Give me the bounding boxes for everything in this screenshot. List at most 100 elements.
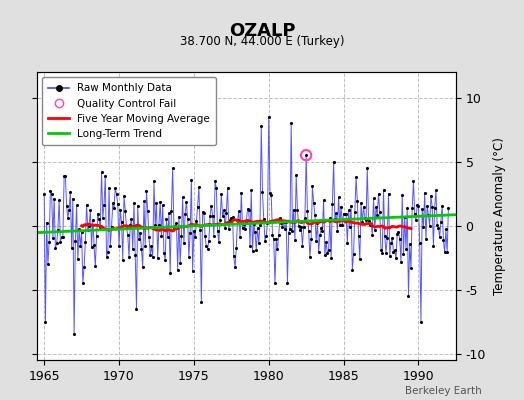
Point (388, 235, 397, 242)
Point (68, 245, 76, 251)
Point (60, 173, 68, 179)
Point (318, 227, 326, 234)
Point (314, 248, 323, 255)
Point (85, 223, 93, 229)
Point (203, 246, 212, 252)
Point (361, 215, 369, 221)
Point (255, 240, 263, 246)
Point (210, 232, 218, 239)
Point (348, 266, 356, 273)
Point (75, 226, 83, 232)
Point (357, 200, 365, 206)
Point (424, 212, 433, 218)
Point (100, 202, 108, 208)
Point (84, 227, 92, 233)
Point (108, 200, 117, 207)
Point (324, 247, 333, 253)
Point (414, 203, 423, 209)
Point (42, 219, 51, 226)
Point (122, 225, 130, 232)
Point (407, 265, 415, 271)
Point (219, 212, 227, 219)
Point (347, 202, 355, 209)
Point (315, 232, 324, 238)
Point (317, 225, 325, 231)
Point (400, 214, 409, 220)
Point (271, 280, 279, 286)
Point (70, 331, 78, 338)
Point (216, 217, 224, 223)
Point (99, 214, 107, 221)
Point (92, 232, 101, 239)
Point (225, 226, 233, 232)
Point (146, 251, 155, 258)
Point (116, 207, 125, 214)
Point (313, 220, 322, 226)
Point (296, 227, 304, 233)
Point (173, 266, 182, 273)
Point (387, 240, 395, 246)
Point (190, 228, 198, 234)
Point (350, 251, 358, 257)
Point (302, 152, 310, 158)
Point (242, 219, 250, 225)
Point (412, 217, 420, 223)
Point (372, 204, 380, 210)
Point (96, 224, 104, 230)
Point (165, 210, 173, 216)
Point (104, 248, 112, 255)
Point (209, 212, 217, 219)
Point (233, 217, 242, 224)
Point (45, 239, 53, 245)
Point (239, 221, 248, 228)
Point (433, 222, 441, 228)
Point (169, 165, 177, 171)
Point (423, 202, 431, 209)
Point (417, 318, 425, 325)
Point (80, 264, 88, 270)
Point (434, 224, 443, 231)
Point (241, 226, 249, 232)
Point (358, 219, 366, 226)
Point (207, 202, 215, 209)
Point (259, 216, 268, 222)
Point (374, 190, 383, 197)
Point (337, 204, 345, 210)
Point (167, 208, 176, 214)
Point (248, 248, 257, 254)
Point (158, 202, 167, 208)
Point (269, 236, 278, 243)
Point (443, 249, 451, 256)
Point (51, 245, 60, 251)
Point (181, 211, 189, 217)
Point (163, 234, 172, 240)
Point (235, 208, 243, 215)
Point (334, 194, 343, 200)
Point (195, 184, 203, 190)
Point (154, 255, 162, 262)
Point (308, 183, 316, 190)
Point (293, 206, 302, 213)
Point (62, 203, 71, 210)
Point (58, 234, 66, 241)
Point (300, 224, 308, 230)
Point (268, 232, 277, 238)
Point (252, 247, 260, 253)
Point (408, 204, 417, 211)
Point (144, 208, 152, 214)
Point (333, 228, 342, 234)
Point (353, 198, 362, 204)
Point (138, 264, 147, 270)
Point (398, 192, 407, 198)
Point (394, 228, 402, 235)
Point (438, 202, 446, 209)
Point (253, 224, 261, 231)
Point (95, 216, 103, 222)
Point (49, 235, 57, 241)
Point (97, 169, 106, 175)
Point (409, 177, 418, 184)
Point (382, 250, 390, 256)
Point (288, 228, 297, 234)
Point (200, 210, 208, 216)
Point (110, 204, 118, 211)
